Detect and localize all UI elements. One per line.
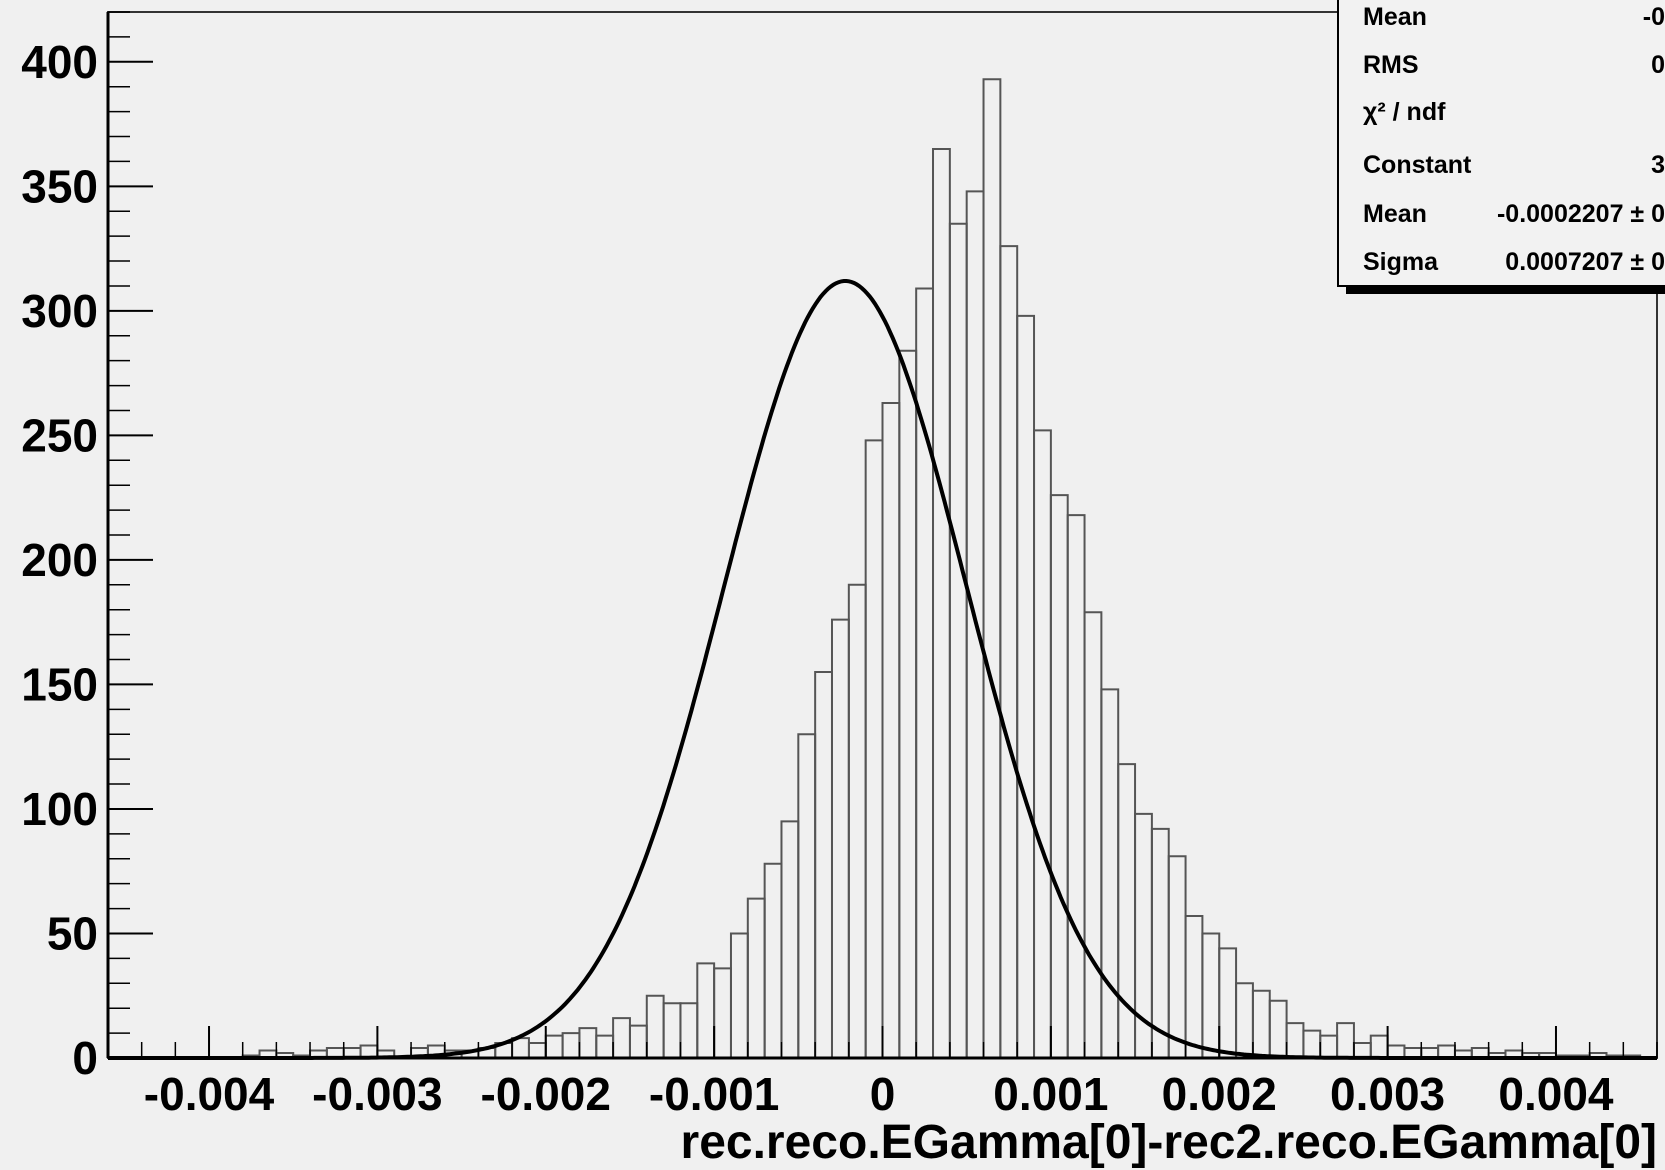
histogram-bin [898, 349, 918, 1058]
histogram-bin [780, 820, 800, 1058]
histogram-bin [1083, 611, 1103, 1058]
histogram-bin [645, 994, 665, 1058]
histogram-bin [1369, 1034, 1389, 1058]
histogram-bin [527, 1042, 547, 1058]
histogram-bin [561, 1032, 581, 1058]
histogram-bin [1285, 1022, 1305, 1058]
histogram-bin [1319, 1034, 1339, 1058]
y-tick-label: 350 [21, 160, 98, 212]
histogram-bin [814, 670, 833, 1058]
x-tick-label: 0.003 [1330, 1068, 1445, 1120]
histogram-bin [1117, 763, 1137, 1058]
histogram-bin [1235, 982, 1254, 1058]
histogram-bin [544, 1034, 564, 1058]
histogram-bin [612, 1017, 631, 1058]
histogram-bin [1352, 1042, 1372, 1058]
stats-row-label: Mean [1363, 200, 1427, 228]
histogram-bin [578, 1027, 598, 1058]
stats-row-value: -0 [1643, 3, 1665, 31]
histogram-bin [864, 439, 884, 1058]
y-tick-label: 0 [72, 1032, 98, 1084]
histogram-bin [628, 1024, 648, 1058]
stats-row-value: 3 [1651, 151, 1665, 179]
histogram-bin [932, 147, 951, 1058]
histogram-bin [662, 1002, 682, 1058]
histogram-bin [1066, 514, 1086, 1058]
histogram-bin [1201, 932, 1221, 1058]
x-axis-title: rec.reco.EGamma[0]-rec2.reco.EGamma[0] [681, 1116, 1657, 1169]
stats-row-value: -0.0002207 ± 0 [1497, 200, 1665, 228]
y-tick-label: 300 [21, 285, 98, 337]
stats-row-label: Constant [1363, 151, 1472, 179]
histogram-bin [1167, 855, 1187, 1058]
histogram-bin [1184, 915, 1204, 1058]
x-tick-label: 0.002 [1162, 1068, 1277, 1120]
histogram-bin [1251, 989, 1271, 1058]
stats-row-value: 0 [1651, 51, 1665, 79]
x-tick-label: -0.003 [312, 1068, 442, 1120]
histogram-bin [1100, 688, 1120, 1058]
stats-row-label: χ² / ndf [1363, 98, 1446, 126]
histogram-bin [830, 618, 850, 1058]
histogram-bin [915, 287, 935, 1058]
stats-row-label: Mean [1363, 3, 1427, 31]
histogram-bin [763, 862, 783, 1058]
histogram-bin [948, 222, 968, 1058]
histogram-bin [1150, 827, 1170, 1058]
y-tick-label: 200 [21, 534, 98, 586]
x-tick-label: 0.004 [1498, 1068, 1614, 1120]
x-tick-label: -0.002 [481, 1068, 611, 1120]
histogram-bin [797, 733, 817, 1058]
x-tick-label: -0.004 [144, 1068, 275, 1120]
stats-row-value: 0.0007207 ± 0 [1505, 248, 1665, 276]
stats-box [1337, 0, 1665, 287]
histogram-bin [696, 962, 716, 1058]
y-tick-label: 400 [21, 36, 98, 88]
histogram-bin [1268, 999, 1288, 1058]
x-tick-label: -0.001 [649, 1068, 779, 1120]
stats-row-label: RMS [1363, 51, 1419, 79]
y-tick-label: 50 [47, 907, 98, 959]
histogram-bin [982, 78, 1002, 1058]
histogram-bin [1049, 494, 1069, 1058]
histogram-bin [1218, 947, 1238, 1058]
histogram-bin [1016, 314, 1036, 1058]
y-tick-label: 100 [21, 783, 98, 835]
histogram-bin [746, 897, 766, 1058]
histogram-bin [713, 967, 732, 1058]
stats-row-label: Sigma [1363, 248, 1439, 276]
histogram-bin [679, 1002, 699, 1058]
y-tick-label: 150 [21, 658, 98, 710]
x-tick-label: 0 [870, 1068, 896, 1120]
histogram-bin [847, 583, 867, 1058]
histogram-bin [729, 932, 749, 1058]
histogram-bin [1336, 1022, 1355, 1058]
histogram-bin [1033, 429, 1052, 1058]
x-tick-label: 0.001 [993, 1068, 1108, 1120]
histogram-bin [1302, 1029, 1322, 1058]
histogram-bin [595, 1034, 615, 1058]
y-tick-label: 250 [21, 409, 98, 461]
histogram-bin [881, 402, 901, 1058]
histogram-bin [999, 245, 1019, 1058]
